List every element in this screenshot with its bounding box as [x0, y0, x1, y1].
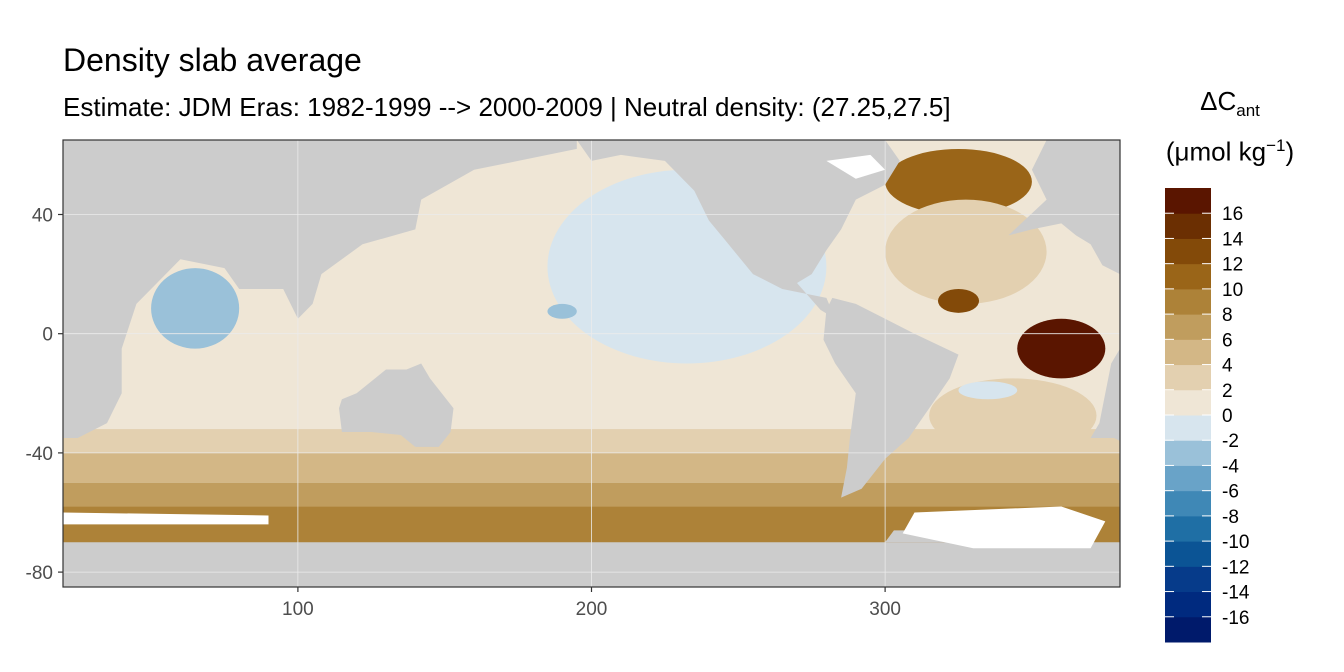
legend-color-step [1165, 288, 1211, 315]
missing-data-area [902, 506, 1106, 549]
land-mass [1008, 140, 1120, 441]
legend-color-step [1165, 440, 1211, 466]
legend-color-step [1165, 213, 1211, 239]
land-mass [823, 297, 959, 498]
legend-color-step [1165, 415, 1211, 441]
legend-color-step [1165, 238, 1211, 265]
legend-label: -10 [1222, 532, 1249, 553]
legend-label: -4 [1222, 456, 1239, 477]
chart-subtitle: Estimate: JDM Eras: 1982-1999 --> 2000-2… [63, 92, 951, 122]
missing-data-area [63, 512, 269, 525]
legend-title-symbol: ΔCant [1200, 86, 1260, 121]
legend-label: -14 [1222, 583, 1250, 604]
legend-color-step [1165, 465, 1211, 492]
y-tick-label: 40 [32, 206, 53, 227]
y-tick-label: 0 [42, 325, 53, 346]
legend-label: 0 [1222, 406, 1233, 427]
legend-color-step [1165, 188, 1211, 214]
region-patch [885, 148, 1032, 215]
legend-label: -8 [1222, 507, 1239, 528]
legend-color-step [1165, 616, 1211, 643]
x-tick-label: 100 [282, 599, 314, 620]
legend-color-step [1165, 339, 1211, 366]
legend-label: -12 [1222, 557, 1249, 578]
legend-label: -6 [1222, 482, 1239, 503]
legend-color-step [1165, 490, 1211, 517]
region-patch [151, 268, 240, 349]
legend-label: 2 [1222, 381, 1233, 402]
region-patch [958, 381, 1018, 400]
region-patch [937, 289, 980, 313]
legend-title-units: (μmol kg−1) [1165, 136, 1295, 167]
land-mass [339, 363, 454, 447]
legend-color-step [1165, 566, 1211, 593]
legend-color-step [1165, 541, 1211, 567]
land-mass [576, 140, 900, 319]
legend-label: 4 [1222, 356, 1233, 377]
y-tick-label: -80 [26, 563, 53, 584]
region-patch [547, 303, 577, 319]
chart-title: Density slab average [63, 42, 362, 78]
legend-color-step [1165, 591, 1211, 618]
legend-color-step [1165, 364, 1211, 391]
legend-color-step [1165, 515, 1211, 542]
legend-label: 12 [1222, 255, 1243, 276]
legend-label: 10 [1222, 280, 1243, 301]
legend-color-step [1165, 314, 1211, 340]
y-tick-label: -40 [26, 444, 53, 465]
region-patch [1017, 318, 1106, 379]
legend-color-step [1165, 389, 1211, 416]
legend-label: 6 [1222, 330, 1233, 351]
legend-color-step [1165, 263, 1211, 290]
x-tick-label: 300 [869, 599, 901, 620]
region-patch [885, 199, 1047, 304]
legend-label: -2 [1222, 431, 1239, 452]
legend-label: -16 [1222, 608, 1249, 629]
x-tick-label: 200 [576, 599, 608, 620]
missing-data-area [826, 154, 886, 179]
legend-label: 16 [1222, 204, 1243, 225]
legend-label: 14 [1222, 229, 1244, 250]
legend-label: 8 [1222, 305, 1233, 326]
